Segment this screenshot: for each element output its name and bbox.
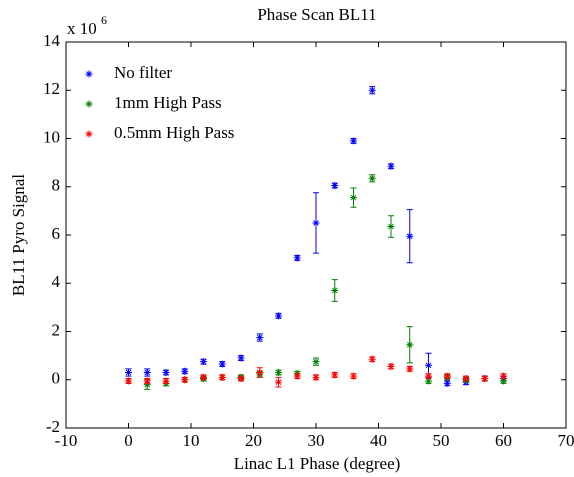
x-tick-label: 10 (183, 431, 200, 450)
x-tick-label: 30 (308, 431, 325, 450)
marker (368, 174, 376, 182)
marker (500, 377, 507, 385)
marker (350, 194, 357, 202)
marker (331, 286, 339, 294)
legend-marker (85, 70, 93, 78)
x-tick-label: 0 (124, 431, 133, 450)
y-tick-label: 2 (52, 320, 61, 339)
y-tick-label: 0 (52, 369, 61, 388)
marker (237, 354, 245, 362)
marker (462, 375, 470, 383)
marker (406, 341, 414, 349)
marker (125, 369, 132, 377)
x-tick-label: 70 (558, 431, 574, 450)
marker (425, 361, 432, 369)
marker (406, 232, 414, 240)
y-tick-label: 4 (52, 272, 61, 291)
marker (331, 371, 339, 379)
marker (425, 372, 432, 380)
marker (256, 369, 264, 377)
marker (350, 137, 357, 145)
y-tick-label: 14 (43, 31, 61, 50)
marker (368, 86, 376, 94)
marker (387, 162, 395, 170)
y-tick-label: 6 (52, 224, 61, 243)
y-tick-label: 12 (43, 79, 60, 98)
marker (350, 372, 357, 380)
marker (162, 377, 170, 385)
x-tick-label: 40 (370, 431, 387, 450)
marker (443, 372, 451, 380)
x-tick-label: 20 (245, 431, 262, 450)
marker (331, 182, 339, 190)
marker (200, 358, 207, 366)
y-axis-label: BL11 Pyro Signal (9, 174, 28, 296)
y-multiplier: x 10 (67, 19, 97, 38)
x-axis-label: Linac L1 Phase (degree) (234, 454, 401, 473)
marker (312, 373, 320, 381)
y-tick-label: -2 (46, 417, 60, 436)
marker (275, 369, 282, 377)
marker (218, 360, 226, 368)
y-multiplier-exponent: 6 (101, 13, 107, 27)
x-tick-label: -10 (55, 431, 78, 450)
marker (181, 376, 189, 384)
chart-title: Phase Scan BL11 (257, 5, 376, 24)
marker (143, 377, 151, 385)
marker (200, 373, 207, 381)
x-tick-label: 50 (433, 431, 450, 450)
marker (162, 369, 170, 377)
marker (293, 254, 301, 262)
marker (143, 381, 151, 389)
x-tick-label: 60 (495, 431, 512, 450)
marker (256, 334, 264, 342)
marker (500, 372, 507, 380)
marker (425, 377, 432, 385)
marker (387, 223, 395, 231)
marker (312, 358, 320, 366)
marker (443, 379, 451, 387)
marker (368, 355, 376, 363)
y-tick-label: 10 (43, 127, 60, 146)
legend-marker (85, 130, 93, 138)
marker (481, 375, 489, 383)
marker (387, 362, 395, 370)
y-tick-label: 8 (52, 176, 61, 195)
marker (181, 367, 189, 375)
marker (218, 373, 226, 381)
marker (275, 378, 282, 386)
marker (125, 377, 132, 385)
marker (406, 365, 414, 373)
legend-label: 1mm High Pass (114, 93, 222, 112)
legend-label: No filter (114, 63, 172, 82)
legend-label: 0.5mm High Pass (114, 123, 234, 142)
legend-marker (85, 100, 93, 108)
marker (275, 312, 282, 320)
marker (237, 375, 245, 383)
marker (143, 369, 151, 377)
marker (293, 372, 301, 380)
marker (312, 219, 320, 227)
